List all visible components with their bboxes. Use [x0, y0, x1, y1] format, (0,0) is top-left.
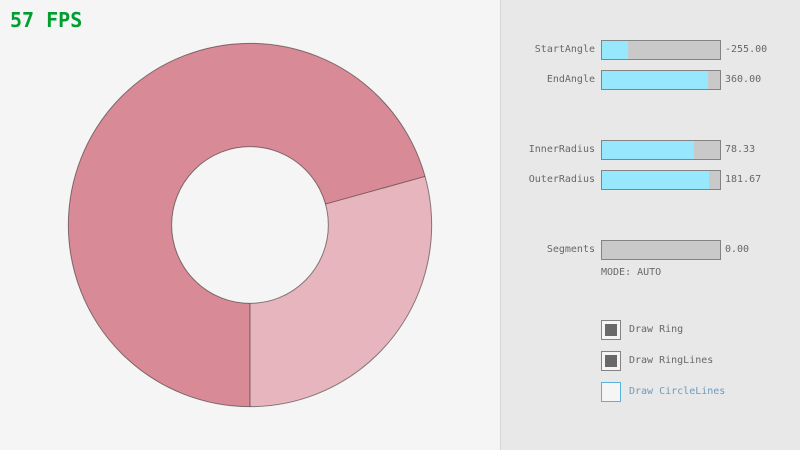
ring-segment-overlap — [68, 43, 426, 407]
draw-ring-checkbox[interactable] — [601, 320, 621, 340]
ring-outline-inner — [171, 146, 329, 304]
startangle-value: -255.00 — [725, 44, 768, 55]
startangle-label: StartAngle — [534, 44, 595, 55]
segments-slider[interactable] — [601, 240, 721, 260]
innerradius-label: InnerRadius — [528, 144, 595, 155]
ring-radial-line-upper — [325, 175, 426, 205]
endangle-value: 360.00 — [725, 74, 762, 85]
mode-label: MODE: AUTO — [601, 267, 662, 278]
endangle-label: EndAngle — [546, 74, 595, 85]
innerradius-value: 78.33 — [725, 144, 756, 155]
outerradius-value: 181.67 — [725, 174, 762, 185]
outerradius-label: OuterRadius — [528, 174, 595, 185]
segments-value: 0.00 — [725, 244, 750, 255]
control-panel: StartAngle -255.00 EndAngle 360.00 Inner… — [500, 0, 800, 450]
draw-ringlines-checkbox[interactable] — [601, 351, 621, 371]
check-mark-icon — [605, 324, 617, 336]
draw-ringlines-checkbox-label[interactable]: Draw RingLines — [629, 355, 714, 366]
check-mark-icon — [605, 355, 617, 367]
draw-ring-checkbox-label[interactable]: Draw Ring — [629, 324, 684, 335]
fps-counter: 57 FPS — [10, 8, 83, 32]
innerradius-slider[interactable] — [601, 140, 721, 160]
outerradius-slider-fill — [602, 171, 709, 189]
startangle-slider[interactable] — [601, 40, 721, 60]
ring-outline-outer — [67, 42, 433, 408]
outerradius-slider[interactable] — [601, 170, 721, 190]
draw-circlelines-checkbox[interactable] — [601, 382, 621, 402]
endangle-slider-fill — [602, 71, 708, 89]
startangle-slider-fill — [602, 41, 628, 59]
ring-segment-single — [250, 176, 432, 407]
segments-label: Segments — [546, 244, 595, 255]
draw-circlelines-checkbox-label[interactable]: Draw CircleLines — [629, 386, 726, 397]
innerradius-slider-fill — [602, 141, 694, 159]
endangle-slider[interactable] — [601, 70, 721, 90]
